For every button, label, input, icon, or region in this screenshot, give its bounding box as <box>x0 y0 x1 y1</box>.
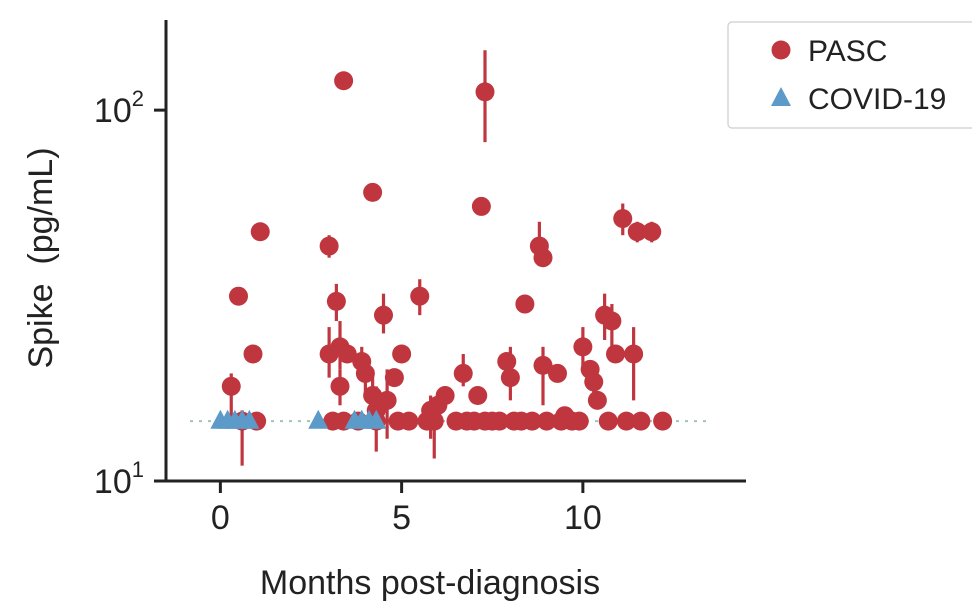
pasc-point <box>392 344 412 364</box>
pasc-point <box>533 248 553 268</box>
pasc-point <box>363 386 383 406</box>
y-tick-base: 10 <box>94 92 132 130</box>
pasc-point <box>616 411 636 431</box>
pasc-point <box>334 71 354 91</box>
y-axis-label: Spike (pg/mL) <box>22 147 60 368</box>
pasc-point <box>533 355 553 375</box>
pasc-point <box>515 294 535 314</box>
legend-marker-pasc <box>771 40 791 60</box>
y-tick-exponent: 2 <box>132 86 144 111</box>
pasc-point <box>399 411 419 431</box>
pasc-point <box>490 411 509 431</box>
pasc-point <box>355 363 375 383</box>
pasc-point <box>221 376 241 396</box>
pasc-point <box>475 82 495 102</box>
axes <box>164 20 746 483</box>
covid-19-point <box>308 409 329 429</box>
pasc-point <box>584 372 604 392</box>
pasc-point <box>653 411 673 431</box>
pasc-point <box>598 411 618 431</box>
pasc-point <box>537 411 557 431</box>
pasc-point <box>631 411 651 431</box>
x-axis-label: Months post-diagnosis <box>260 564 600 602</box>
legend-entries: PASC COVID-19 <box>771 35 946 116</box>
pasc-point <box>548 363 567 383</box>
pasc-point <box>500 368 520 388</box>
pasc-point <box>337 344 357 364</box>
y-tick-base: 10 <box>94 463 132 501</box>
pasc-point <box>374 305 393 325</box>
pasc-point <box>613 209 633 229</box>
pasc-point <box>384 368 404 388</box>
pasc-point <box>642 222 662 242</box>
pasc-point <box>627 222 647 242</box>
data-point-layer <box>210 71 673 431</box>
covid-19-point <box>366 409 387 429</box>
pasc-point <box>468 386 488 406</box>
pasc-point <box>250 222 270 242</box>
y-tick-label: 101 <box>94 457 144 501</box>
x-tick-label: 0 <box>211 499 230 537</box>
pasc-point <box>243 344 263 364</box>
pasc-point <box>229 286 248 306</box>
pasc-point <box>363 182 383 202</box>
pasc-point <box>410 286 430 306</box>
pasc-point <box>471 196 491 216</box>
pasc-point <box>602 311 622 331</box>
pasc-point <box>606 344 625 364</box>
pasc-point <box>497 351 517 371</box>
legend-marker-covid-19 <box>771 87 791 106</box>
y-tick-exponent: 1 <box>132 457 144 482</box>
pasc-point <box>573 337 593 357</box>
pasc-point <box>624 344 644 364</box>
pasc-point <box>424 411 444 431</box>
pasc-point <box>326 291 346 311</box>
covid-19-point <box>239 409 260 429</box>
x-tick-label: 10 <box>564 499 602 537</box>
y-tick-label: 102 <box>94 86 144 130</box>
pasc-point <box>587 390 607 410</box>
x-tick-label: 5 <box>392 499 411 537</box>
pasc-point <box>319 236 339 256</box>
pasc-point <box>435 386 455 406</box>
pasc-point <box>377 390 397 410</box>
pasc-point <box>522 411 542 431</box>
pasc-point <box>330 376 350 396</box>
legend-label: PASC <box>808 35 887 68</box>
pasc-point <box>453 363 473 383</box>
legend-label: COVID-19 <box>808 83 946 116</box>
pasc-point <box>569 411 589 431</box>
legend: PASC COVID-19 <box>727 21 972 129</box>
